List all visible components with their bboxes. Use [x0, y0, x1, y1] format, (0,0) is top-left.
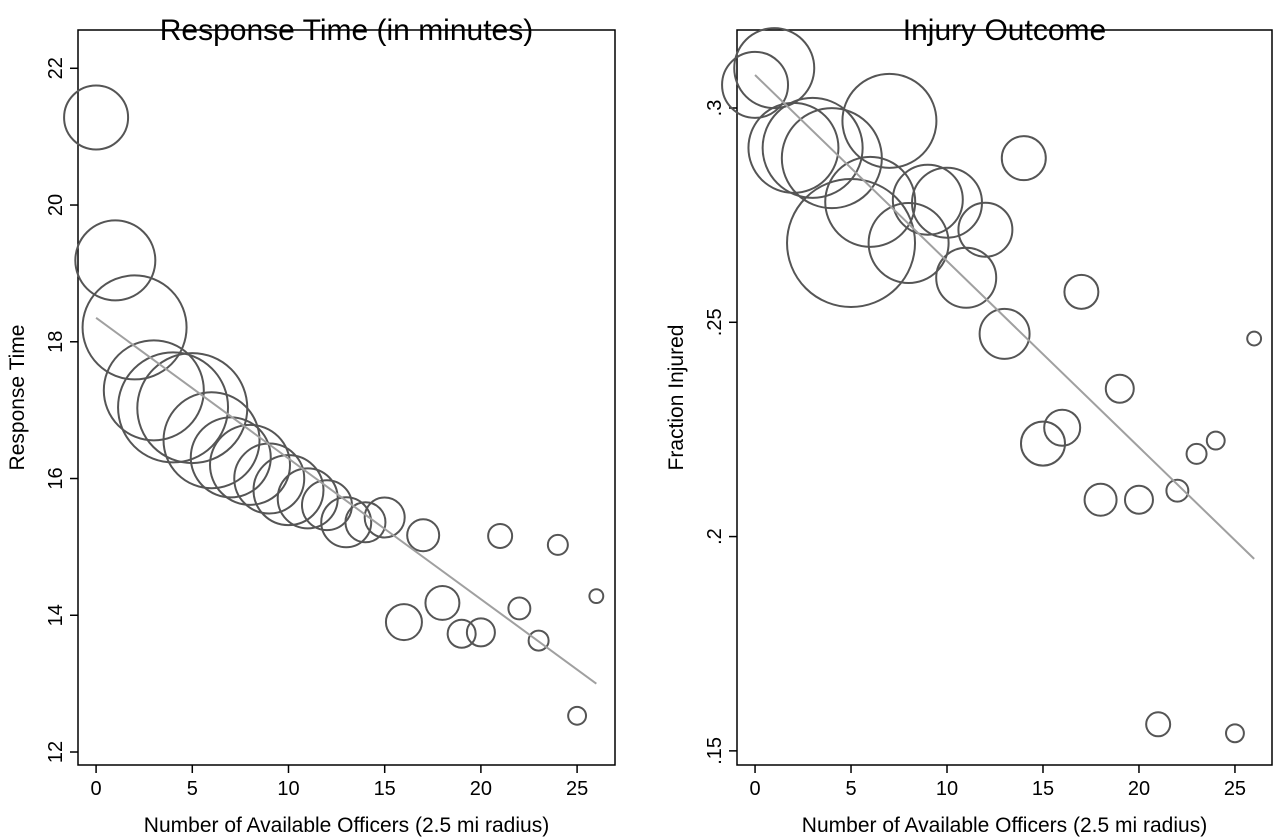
- x-tick-label: 15: [1032, 778, 1054, 800]
- bubble: [761, 96, 864, 199]
- bubble: [1104, 373, 1135, 404]
- x-tick-label: 5: [845, 778, 856, 800]
- bubble: [465, 617, 496, 648]
- x-tick-label: 10: [277, 778, 299, 800]
- bubble: [1063, 273, 1100, 310]
- bubble: [733, 27, 816, 110]
- bubble: [320, 496, 373, 549]
- bubble: [363, 496, 406, 539]
- y-axis-label: Fraction Injured: [665, 325, 688, 471]
- bubble: [1246, 330, 1263, 347]
- bubble: [406, 518, 441, 553]
- bubble: [1205, 430, 1226, 451]
- bubble: [841, 72, 938, 169]
- bubble: [1083, 482, 1118, 517]
- bubble: [1165, 478, 1190, 503]
- y-tick-label: 18: [45, 331, 67, 353]
- bubble: [63, 84, 130, 151]
- fit-line: [95, 317, 597, 685]
- bubble: [344, 501, 387, 544]
- bubble: [527, 629, 550, 652]
- bubble: [1185, 442, 1208, 465]
- y-tick-label: 20: [45, 194, 67, 216]
- x-tick-label: 10: [936, 778, 958, 800]
- bubble: [81, 274, 188, 381]
- bubble: [747, 101, 840, 194]
- x-tick-label: 0: [91, 778, 102, 800]
- bubble: [487, 522, 514, 549]
- bubble: [446, 618, 477, 649]
- bubble: [1000, 135, 1047, 182]
- bubble: [1019, 420, 1066, 467]
- bubble: [1145, 711, 1172, 738]
- bubble: [911, 166, 983, 239]
- bubble: [721, 50, 790, 119]
- x-axis-label: Number of Available Officers (2.5 mi rad…: [144, 814, 549, 837]
- bubble: [978, 307, 1031, 360]
- x-tick-label: 15: [374, 778, 396, 800]
- x-tick-label: 25: [1224, 778, 1246, 800]
- bubble: [102, 339, 205, 442]
- bubble: [252, 454, 325, 527]
- bubble: [209, 423, 292, 506]
- bubble: [162, 391, 261, 490]
- fit-line: [754, 74, 1255, 560]
- x-axis-label: Number of Available Officers (2.5 mi rad…: [802, 814, 1207, 837]
- y-tick-label: 16: [45, 467, 67, 489]
- bubble: [384, 603, 423, 642]
- bubble: [891, 163, 964, 236]
- y-tick-label: 22: [45, 57, 67, 79]
- bubble: [786, 178, 917, 308]
- y-tick-label: .25: [704, 308, 726, 336]
- bubble: [1225, 723, 1245, 744]
- plot-frame: [77, 29, 616, 766]
- plot-frame: [736, 29, 1273, 766]
- bubble: [74, 219, 157, 302]
- x-tick-label: 0: [749, 778, 760, 800]
- chart-title: Response Time (in minutes): [160, 14, 533, 47]
- bubble: [957, 201, 1014, 258]
- x-tick-label: 5: [187, 778, 198, 800]
- x-tick-label: 20: [470, 778, 492, 800]
- bubble: [867, 202, 950, 284]
- x-tick-label: 25: [566, 778, 588, 800]
- bubble: [1123, 484, 1154, 515]
- bubble: [117, 351, 230, 464]
- bubble: [567, 705, 588, 726]
- bubble: [1043, 408, 1082, 447]
- bubble: [824, 155, 917, 248]
- bubble: [588, 588, 605, 605]
- bubble: [546, 533, 569, 556]
- y-axis-label: Response Time: [6, 325, 29, 471]
- y-tick-label: 14: [45, 604, 67, 626]
- y-tick-label: .3: [704, 100, 726, 117]
- bubble: [424, 584, 461, 621]
- y-tick-label: 12: [45, 741, 67, 763]
- x-tick-label: 20: [1128, 778, 1150, 800]
- y-tick-label: .15: [704, 737, 726, 765]
- y-tick-label: .2: [704, 528, 726, 545]
- bubble: [507, 596, 532, 621]
- bubble: [233, 442, 306, 515]
- chart-title: Injury Outcome: [903, 14, 1106, 47]
